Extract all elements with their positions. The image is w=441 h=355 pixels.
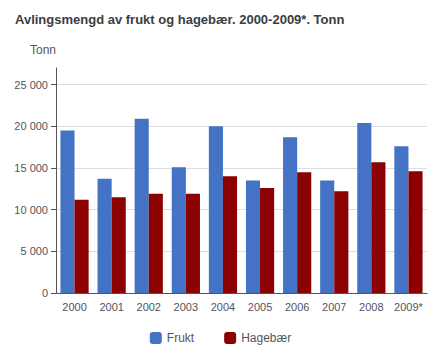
svg-text:2008: 2008	[359, 301, 383, 313]
svg-text:2003: 2003	[174, 301, 198, 313]
svg-text:2002: 2002	[137, 301, 161, 313]
svg-text:2009*: 2009*	[394, 301, 423, 313]
svg-text:Tonn: Tonn	[30, 43, 56, 57]
svg-text:10 000: 10 000	[14, 204, 48, 216]
svg-text:5 000: 5 000	[20, 245, 48, 257]
svg-text:2007: 2007	[322, 301, 346, 313]
svg-text:2000: 2000	[62, 301, 86, 313]
svg-text:2006: 2006	[285, 301, 309, 313]
svg-text:Frukt: Frukt	[167, 331, 195, 345]
svg-text:25 000: 25 000	[14, 79, 48, 91]
svg-text:15 000: 15 000	[14, 162, 48, 174]
svg-text:Hagebær: Hagebær	[241, 331, 291, 345]
svg-text:2005: 2005	[248, 301, 272, 313]
svg-text:2001: 2001	[99, 301, 123, 313]
svg-text:0: 0	[42, 287, 48, 299]
svg-text:Avlingsmengd av frukt og hageb: Avlingsmengd av frukt og hagebær. 2000-2…	[15, 12, 344, 27]
svg-text:2004: 2004	[211, 301, 235, 313]
svg-text:20 000: 20 000	[14, 120, 48, 132]
